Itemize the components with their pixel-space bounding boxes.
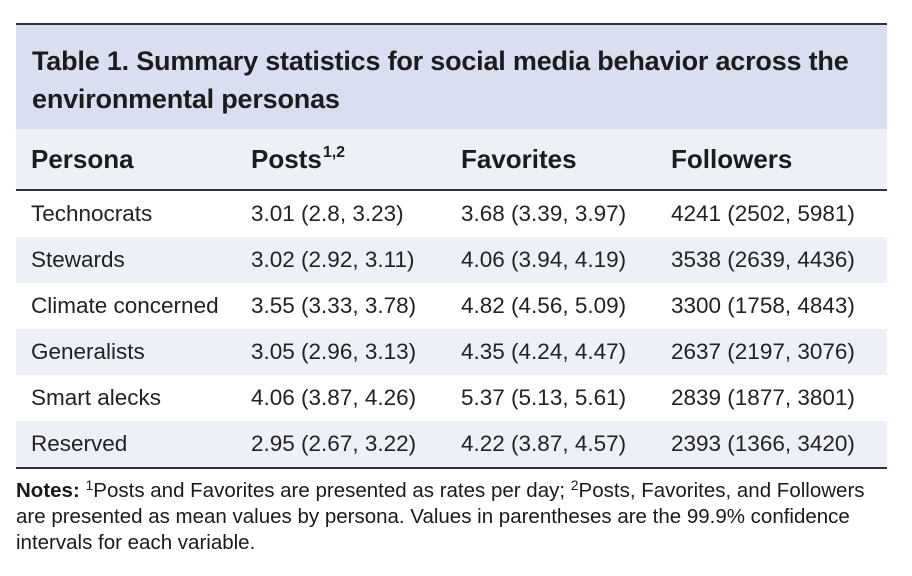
cell-favorites: 5.37 (5.13, 5.61) (461, 385, 627, 410)
table-header-row: Persona Posts1,2 Favorites Followers (16, 129, 887, 191)
cell-favorites: 3.68 (3.39, 3.97) (461, 201, 627, 226)
cell-posts: 3.02 (2.92, 3.11) (251, 247, 415, 272)
cell-posts: 3.05 (2.96, 3.13) (251, 339, 417, 364)
cell-persona: Stewards (31, 247, 125, 272)
cell-persona: Reserved (31, 431, 128, 456)
cell-posts: 2.95 (2.67, 3.22) (251, 431, 417, 456)
table-caption: Table 1. Summary statistics for social m… (16, 25, 887, 129)
header-favorites: Favorites (461, 143, 577, 174)
table-row: Generalists 3.05 (2.96, 3.13) 4.35 (4.24… (16, 329, 887, 375)
cell-favorites: 4.22 (3.87, 4.57) (461, 431, 627, 456)
cell-persona: Climate concerned (31, 293, 219, 318)
table-row: Climate concerned 3.55 (3.33, 3.78) 4.82… (16, 283, 887, 329)
notes-text-1: Posts and Favorites are presented as rat… (93, 479, 571, 502)
table-row: Stewards 3.02 (2.92, 3.11) 4.06 (3.94, 4… (16, 237, 887, 283)
cell-favorites: 4.35 (4.24, 4.47) (461, 339, 627, 364)
notes-text-2: Posts, Favorites, and Followers are pres… (16, 479, 865, 554)
notes-footnote-marker-2: 2 (570, 477, 579, 493)
table-caption-text: Summary statistics for social media beha… (32, 46, 849, 114)
table-notes: Notes: 1Posts and Favorites are presente… (16, 478, 896, 556)
notes-footnote-marker-1: 1 (85, 477, 94, 493)
cell-followers: 4241 (2502, 5981) (671, 201, 855, 226)
header-posts: Posts1,2 (251, 144, 461, 175)
cell-persona: Generalists (31, 339, 145, 364)
header-followers: Followers (671, 143, 793, 174)
summary-table: Table 1. Summary statistics for social m… (16, 23, 887, 469)
cell-posts: 3.01 (2.8, 3.23) (251, 201, 404, 226)
cell-followers: 2839 (1877, 3801) (671, 385, 855, 410)
cell-persona: Technocrats (31, 201, 153, 226)
cell-followers: 2393 (1366, 3420) (671, 431, 855, 456)
cell-posts: 3.55 (3.33, 3.78) (251, 293, 417, 318)
cell-followers: 2637 (2197, 3076) (671, 339, 855, 364)
cell-favorites: 4.82 (4.56, 5.09) (461, 293, 627, 318)
notes-label: Notes: (16, 479, 80, 502)
table-caption-number: Table 1. (32, 46, 129, 76)
table-row: Reserved 2.95 (2.67, 3.22) 4.22 (3.87, 4… (16, 421, 887, 467)
header-posts-superscript: 1,2 (322, 143, 346, 161)
header-persona: Persona (31, 143, 134, 174)
cell-posts: 4.06 (3.87, 4.26) (251, 385, 417, 410)
table-row: Technocrats 3.01 (2.8, 3.23) 3.68 (3.39,… (16, 191, 887, 237)
header-posts-label: Posts (251, 143, 322, 174)
cell-followers: 3538 (2639, 4436) (671, 247, 855, 272)
table-row: Smart alecks 4.06 (3.87, 4.26) 5.37 (5.1… (16, 375, 887, 421)
cell-followers: 3300 (1758, 4843) (671, 293, 855, 318)
cell-favorites: 4.06 (3.94, 4.19) (461, 247, 627, 272)
cell-persona: Smart alecks (31, 385, 162, 410)
table-bottom-rule (16, 467, 887, 469)
table-top-rule (16, 23, 887, 25)
